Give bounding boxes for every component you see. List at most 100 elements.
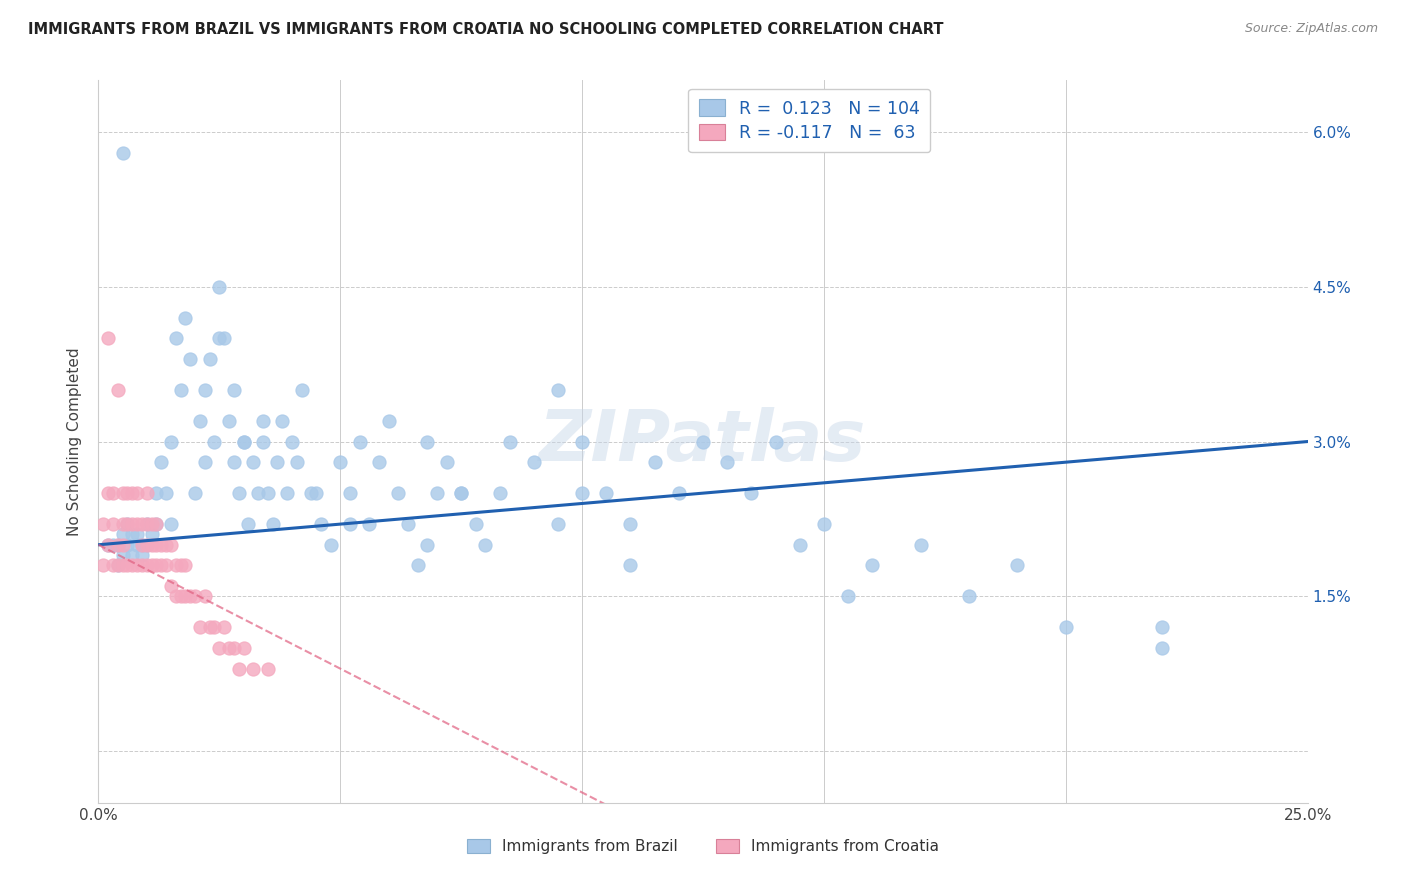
Point: [169, 590, 191, 604]
Point: [208, 279, 231, 293]
Point: [281, 434, 304, 449]
Point: [450, 486, 472, 500]
Point: [198, 620, 221, 634]
Point: [131, 558, 153, 573]
Point: [179, 590, 201, 604]
Point: [416, 434, 439, 449]
Point: [339, 517, 361, 532]
Point: [160, 434, 183, 449]
Point: [101, 538, 124, 552]
Point: [111, 538, 134, 552]
Point: [349, 434, 371, 449]
Point: [242, 662, 264, 676]
Point: [396, 517, 419, 532]
Point: [127, 486, 149, 500]
Point: [204, 620, 226, 634]
Point: [121, 558, 143, 573]
Point: [131, 517, 153, 532]
Point: [101, 517, 124, 532]
Point: [155, 538, 177, 552]
Point: [121, 527, 143, 541]
Point: [135, 486, 157, 500]
Point: [111, 517, 134, 532]
Point: [117, 538, 139, 552]
Point: [1152, 640, 1174, 655]
Point: [290, 383, 312, 397]
Point: [464, 517, 486, 532]
Point: [135, 517, 157, 532]
Point: [228, 486, 250, 500]
Point: [160, 538, 183, 552]
Point: [238, 517, 260, 532]
Point: [169, 383, 191, 397]
Point: [145, 517, 167, 532]
Point: [155, 486, 177, 500]
Point: [150, 558, 173, 573]
Point: [368, 455, 391, 469]
Point: [194, 383, 217, 397]
Point: [165, 558, 187, 573]
Point: [188, 414, 211, 428]
Point: [668, 486, 690, 500]
Point: [716, 455, 738, 469]
Point: [131, 538, 153, 552]
Point: [97, 538, 120, 552]
Point: [198, 351, 221, 366]
Point: [165, 590, 187, 604]
Point: [339, 486, 361, 500]
Point: [97, 331, 120, 345]
Point: [174, 310, 197, 325]
Point: [910, 538, 932, 552]
Point: [256, 662, 278, 676]
Point: [208, 640, 231, 655]
Point: [359, 517, 381, 532]
Point: [107, 558, 129, 573]
Point: [523, 455, 546, 469]
Point: [305, 486, 328, 500]
Point: [860, 558, 883, 573]
Point: [121, 548, 143, 562]
Point: [957, 590, 980, 604]
Point: [107, 538, 129, 552]
Point: [165, 331, 187, 345]
Point: [160, 517, 183, 532]
Point: [155, 558, 177, 573]
Point: [127, 517, 149, 532]
Y-axis label: No Schooling Completed: No Schooling Completed: [67, 347, 83, 536]
Point: [406, 558, 429, 573]
Point: [837, 590, 859, 604]
Point: [145, 558, 167, 573]
Point: [232, 434, 254, 449]
Point: [184, 486, 207, 500]
Point: [117, 486, 139, 500]
Point: [121, 517, 143, 532]
Point: [692, 434, 714, 449]
Point: [204, 434, 226, 449]
Point: [547, 383, 569, 397]
Point: [135, 558, 157, 573]
Point: [121, 486, 143, 500]
Point: [266, 455, 288, 469]
Point: [276, 486, 298, 500]
Point: [127, 527, 149, 541]
Point: [111, 548, 134, 562]
Point: [571, 486, 593, 500]
Point: [416, 538, 439, 552]
Point: [145, 517, 167, 532]
Point: [212, 331, 235, 345]
Point: [1152, 620, 1174, 634]
Point: [619, 517, 641, 532]
Point: [242, 455, 264, 469]
Point: [299, 486, 322, 500]
Point: [489, 486, 512, 500]
Point: [309, 517, 332, 532]
Point: [91, 558, 114, 573]
Point: [789, 538, 811, 552]
Point: [571, 434, 593, 449]
Point: [107, 538, 129, 552]
Point: [1007, 558, 1029, 573]
Point: [222, 383, 245, 397]
Point: [111, 558, 134, 573]
Point: [101, 486, 124, 500]
Point: [329, 455, 352, 469]
